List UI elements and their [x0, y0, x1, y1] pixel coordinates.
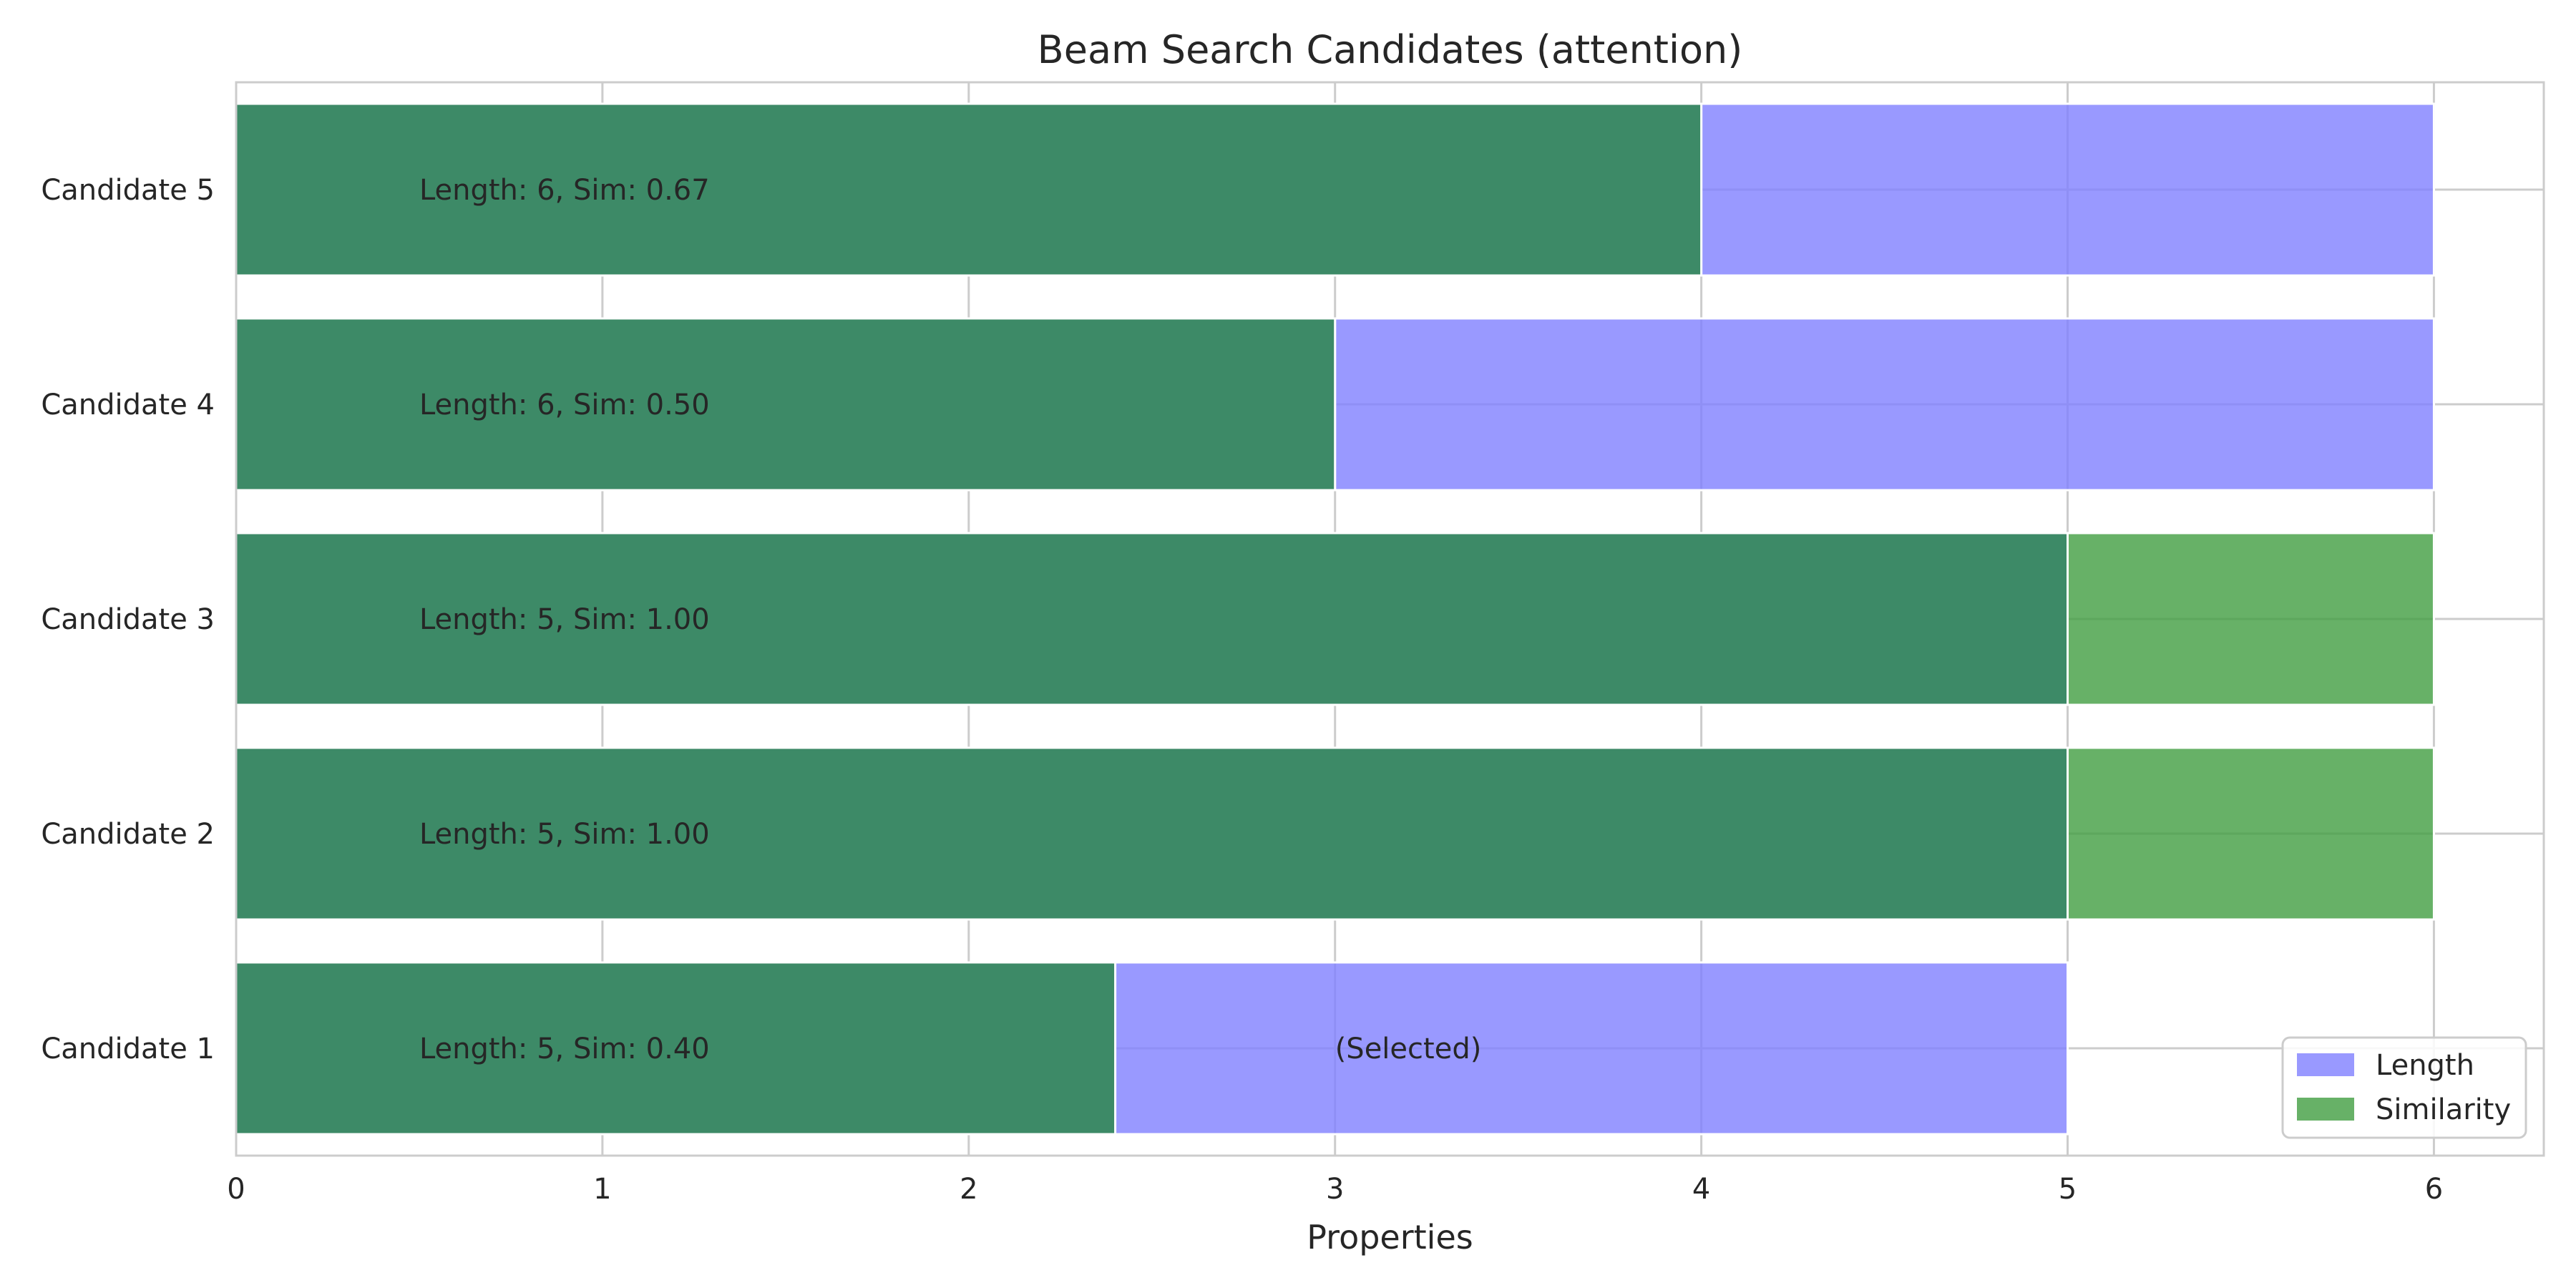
- x-tick-label: 0: [227, 1173, 245, 1206]
- plot-frame: [235, 81, 2545, 1157]
- bar-value-label: Length: 5, Sim: 1.00: [419, 603, 710, 636]
- selected-annotation: (Selected): [1335, 1033, 1482, 1065]
- legend: Length Similarity: [2281, 1036, 2527, 1139]
- chart-title: Beam Search Candidates (attention): [1038, 27, 1743, 72]
- bar-value-label: Length: 6, Sim: 0.67: [419, 174, 710, 207]
- tick-labels: 0 1 2 3 4 5 6 Candidate 1 Candidate 2 Candidate 3…: [41, 174, 2443, 1206]
- legend-swatch: [2297, 1053, 2354, 1076]
- y-tick-label: Candidate 3: [41, 603, 215, 636]
- legend-label: Length: [2376, 1049, 2474, 1082]
- x-tick-label: 2: [960, 1173, 977, 1206]
- x-tick-label: 1: [593, 1173, 611, 1206]
- bar-value-label: Length: 5, Sim: 1.00: [419, 818, 710, 851]
- x-tick-label: 4: [1692, 1173, 1710, 1206]
- x-tick-label: 6: [2425, 1173, 2443, 1206]
- y-tick-label: Candidate 1: [41, 1033, 215, 1065]
- bars: [235, 102, 2435, 1136]
- y-tick-label: Candidate 2: [41, 818, 215, 851]
- bar-labels: Length: 5, Sim: 0.40 Length: 5, Sim: 1.00…: [419, 174, 1481, 1065]
- bar-overlap: [235, 961, 1117, 1136]
- y-tick-label: Candidate 5: [41, 174, 215, 207]
- bar-overlap: [235, 102, 1703, 277]
- bar-overlap: [235, 746, 2069, 921]
- legend-label: Similarity: [2376, 1093, 2511, 1126]
- x-tick-label: 3: [1326, 1173, 1344, 1206]
- bar-overlap: [235, 317, 1337, 492]
- x-tick-label: 5: [2059, 1173, 2077, 1206]
- bar-value-label: Length: 5, Sim: 0.40: [419, 1033, 710, 1065]
- bar-value-label: Length: 6, Sim: 0.50: [419, 389, 710, 421]
- y-tick-label: Candidate 4: [41, 389, 215, 421]
- legend-swatch: [2297, 1098, 2354, 1121]
- x-axis-label: Properties: [1307, 1218, 1473, 1257]
